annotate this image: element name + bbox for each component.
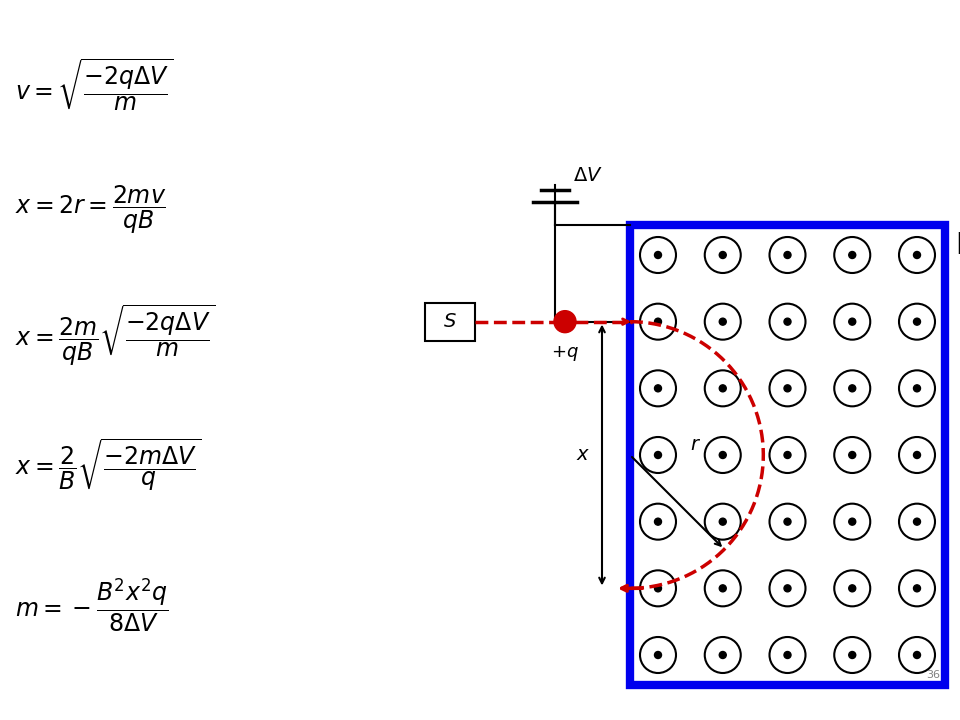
Text: $r$: $r$ (690, 435, 701, 454)
Circle shape (655, 518, 661, 525)
Text: $v = \sqrt{\dfrac{-2q\Delta V}{m}}$: $v = \sqrt{\dfrac{-2q\Delta V}{m}}$ (15, 56, 174, 114)
Circle shape (784, 318, 791, 325)
Text: $x = \dfrac{2}{B}\sqrt{\dfrac{-2m\Delta V}{q}}$: $x = \dfrac{2}{B}\sqrt{\dfrac{-2m\Delta … (15, 436, 202, 494)
Circle shape (914, 652, 921, 659)
Circle shape (914, 384, 921, 392)
Circle shape (719, 251, 727, 258)
Text: $+q$: $+q$ (551, 343, 579, 363)
Circle shape (849, 251, 855, 258)
Text: $x = 2r = \dfrac{2mv}{qB}$: $x = 2r = \dfrac{2mv}{qB}$ (15, 184, 166, 236)
Circle shape (784, 585, 791, 592)
Circle shape (719, 518, 727, 525)
Circle shape (719, 384, 727, 392)
Text: 36: 36 (926, 670, 940, 680)
Circle shape (655, 384, 661, 392)
Circle shape (719, 451, 727, 459)
Text: $S$: $S$ (444, 312, 457, 331)
Circle shape (655, 585, 661, 592)
Circle shape (849, 518, 855, 525)
Text: $x$: $x$ (576, 446, 590, 464)
Circle shape (849, 451, 855, 459)
Circle shape (719, 318, 727, 325)
Circle shape (784, 251, 791, 258)
Circle shape (655, 251, 661, 258)
Circle shape (849, 652, 855, 659)
Circle shape (655, 652, 661, 659)
Circle shape (914, 451, 921, 459)
Circle shape (849, 585, 855, 592)
Circle shape (914, 251, 921, 258)
Circle shape (554, 310, 576, 333)
Circle shape (655, 318, 661, 325)
Circle shape (914, 518, 921, 525)
Circle shape (719, 585, 727, 592)
Circle shape (914, 318, 921, 325)
Bar (630, 225, 945, 685)
Circle shape (784, 652, 791, 659)
Circle shape (719, 652, 727, 659)
Text: $\mathbf{B}$: $\mathbf{B}$ (955, 230, 960, 259)
Circle shape (784, 518, 791, 525)
Circle shape (655, 451, 661, 459)
Circle shape (784, 384, 791, 392)
Circle shape (849, 384, 855, 392)
Bar (425, 302, 475, 341)
Text: $\Delta V$: $\Delta V$ (573, 166, 603, 185)
Circle shape (914, 585, 921, 592)
Text: $m = -\dfrac{B^2x^2q}{8\Delta V}$: $m = -\dfrac{B^2x^2q}{8\Delta V}$ (15, 576, 169, 634)
Text: $x = \dfrac{2m}{qB}\sqrt{\dfrac{-2q\Delta V}{m}}$: $x = \dfrac{2m}{qB}\sqrt{\dfrac{-2q\Delt… (15, 302, 215, 368)
Circle shape (849, 318, 855, 325)
Circle shape (784, 451, 791, 459)
